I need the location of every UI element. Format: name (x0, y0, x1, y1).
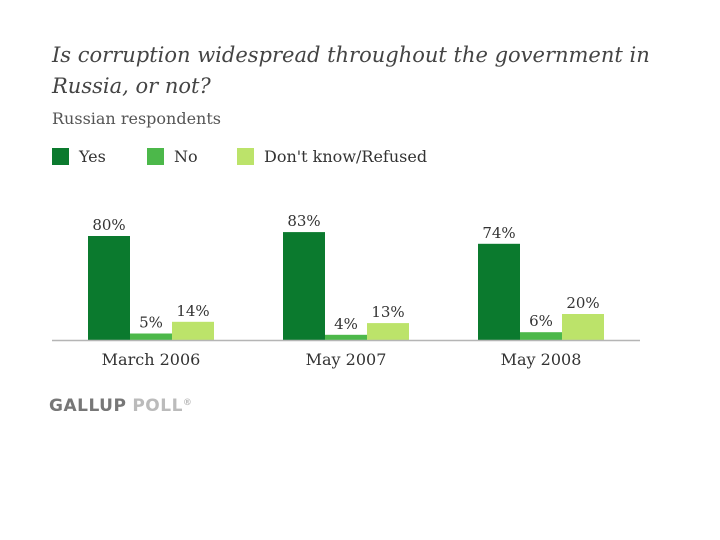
legend-swatch-yes (52, 148, 69, 165)
data-label-don-t-know-refused-march-2006: 14% (176, 302, 209, 320)
bar-yes-may-2007 (283, 232, 325, 340)
data-label-don-t-know-refused-may-2007: 13% (371, 303, 404, 321)
x-tick-label-march-2006: March 2006 (102, 350, 201, 369)
bar-don-t-know-refused-may-2007 (367, 323, 409, 340)
data-label-yes-may-2007: 83% (287, 212, 320, 230)
logo-registered: ® (182, 398, 193, 408)
chart-title: Is corruption widespread throughout the … (52, 43, 650, 98)
logo-brand: GALLUP (49, 396, 127, 416)
legend-item-no: No (147, 147, 198, 166)
bar-don-t-know-refused-march-2006 (172, 321, 214, 340)
data-label-no-may-2008: 6% (529, 312, 553, 330)
bar-no-march-2006 (130, 333, 172, 340)
bar-yes-may-2008 (478, 243, 520, 340)
data-label-no-may-2007: 4% (334, 315, 358, 333)
bar-yes-march-2006 (88, 236, 130, 340)
x-tick-label-may-2007: May 2007 (306, 350, 387, 369)
legend-label-yes: Yes (79, 147, 106, 166)
legend-swatch-no (147, 148, 164, 165)
legend-swatch-dont-know (237, 148, 254, 165)
data-label-don-t-know-refused-may-2008: 20% (566, 294, 599, 312)
chart-subtitle: Russian respondents (52, 109, 221, 128)
data-label-yes-may-2008: 74% (482, 224, 515, 242)
logo-sub: POLL (132, 396, 183, 416)
legend-item-dont-know: Don't know/Refused (237, 147, 427, 166)
legend-item-yes: Yes (52, 147, 106, 166)
gallup-poll-logo: GALLUP POLL® (49, 396, 192, 416)
legend-label-dont-know: Don't know/Refused (264, 147, 428, 166)
bar-no-may-2008 (520, 332, 562, 340)
data-label-no-march-2006: 5% (139, 314, 163, 332)
legend-label-no: No (174, 147, 198, 166)
x-tick-label-may-2008: May 2008 (501, 350, 582, 369)
data-label-yes-march-2006: 80% (92, 216, 125, 234)
bar-no-may-2007 (325, 334, 367, 340)
bar-don-t-know-refused-may-2008 (562, 314, 604, 340)
